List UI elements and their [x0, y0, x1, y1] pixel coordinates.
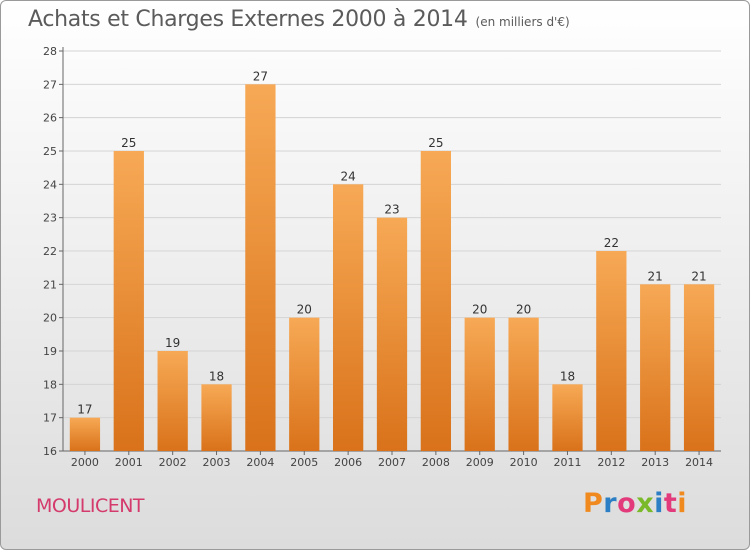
x-tick-label: 2014	[685, 456, 713, 469]
data-label: 19	[165, 336, 180, 350]
y-tick-label: 26	[43, 112, 57, 125]
data-label: 25	[121, 136, 136, 150]
x-tick-label: 2010	[510, 456, 538, 469]
logo-letter: o	[617, 488, 637, 519]
commune-name: MOULICENT	[36, 495, 145, 517]
x-tick-label: 2006	[334, 456, 362, 469]
y-tick-label: 25	[43, 145, 57, 158]
data-label: 24	[340, 169, 355, 183]
data-label: 18	[560, 369, 575, 383]
y-tick-label: 16	[43, 445, 57, 458]
x-tick-label: 2007	[378, 456, 406, 469]
data-label: 17	[77, 403, 92, 417]
labels: 16 17 18 19 20 21 22 23 24 25 26 27 28 17 2000 25 2001 19…	[43, 45, 713, 469]
bar	[201, 384, 232, 451]
y-tick-label: 19	[43, 345, 57, 358]
bar	[289, 317, 320, 451]
y-tick-label: 20	[43, 312, 57, 325]
x-tick-label: 2002	[159, 456, 187, 469]
bar	[113, 151, 144, 451]
data-label: 25	[428, 136, 443, 150]
bars	[69, 84, 715, 452]
bar	[683, 284, 715, 451]
y-tick-label: 21	[43, 278, 57, 291]
logo-letter: t	[663, 488, 678, 519]
y-tick-label: 23	[43, 212, 57, 225]
x-tick-label: 2012	[597, 456, 625, 469]
x-tick-label: 2011	[553, 456, 581, 469]
x-tick-label: 2004	[246, 456, 274, 469]
x-tick-label: 2005	[290, 456, 318, 469]
chart-subtitle: (en milliers d'€)	[475, 15, 570, 29]
bar	[596, 251, 627, 451]
bar	[69, 417, 101, 451]
x-tick-label: 2001	[115, 456, 143, 469]
data-label: 21	[648, 269, 663, 283]
logo-letter: i	[654, 488, 664, 519]
data-label: 23	[384, 203, 399, 217]
logo-letter: P	[583, 488, 604, 519]
x-tick-label: 2013	[641, 456, 669, 469]
data-label: 21	[691, 269, 706, 283]
y-tick-label: 17	[43, 412, 57, 425]
data-label: 20	[297, 303, 312, 317]
x-tick-label: 2003	[203, 456, 231, 469]
data-label: 22	[604, 236, 619, 250]
chart-title: Achats et Charges Externes 2000 à 2014 (e…	[28, 7, 570, 32]
x-tick-label: 2000	[71, 456, 99, 469]
y-tick-label: 28	[43, 45, 57, 58]
bar	[157, 351, 188, 451]
bar	[640, 284, 671, 451]
data-label: 27	[253, 69, 268, 83]
x-tick-label: 2008	[422, 456, 450, 469]
bar	[376, 217, 408, 451]
x-tick-label: 2009	[466, 456, 494, 469]
bar	[508, 317, 539, 451]
y-tick-label: 24	[43, 178, 57, 191]
data-label: 20	[516, 303, 531, 317]
bar	[245, 84, 276, 451]
bar	[552, 384, 583, 451]
y-tick-label: 27	[43, 78, 57, 91]
y-tick-label: 22	[43, 245, 57, 258]
logo-letter: x	[636, 488, 655, 519]
y-tick-label: 18	[43, 378, 57, 391]
logo-letter: r	[603, 488, 618, 519]
logo-letter: i	[677, 488, 688, 519]
data-label: 20	[472, 303, 487, 317]
bar	[420, 151, 452, 451]
bar	[332, 184, 364, 452]
bar	[464, 317, 495, 451]
proxiti-logo[interactable]: Proxiti	[583, 488, 687, 519]
data-label: 18	[209, 369, 224, 383]
